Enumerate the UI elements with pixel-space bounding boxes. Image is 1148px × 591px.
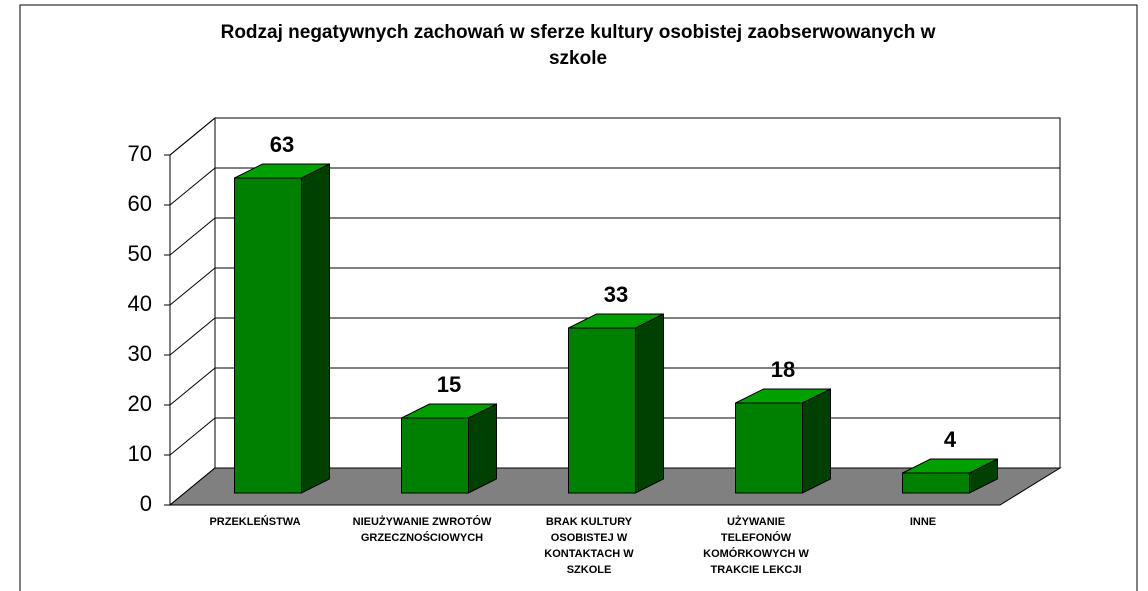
- chart-border: [19, 4, 1138, 591]
- bar: [735, 402, 803, 494]
- chart-title: Rodzaj negatywnych zachowań w sferze kul…: [220, 22, 936, 69]
- x-tick-label: INNE: [909, 516, 937, 528]
- bar-side: [635, 313, 664, 494]
- side-wall: [169, 116, 216, 507]
- grid-line: [169, 117, 216, 156]
- grid-line: [169, 217, 216, 256]
- x-tick-label: PRZEKLEŃSTWA: [209, 516, 301, 528]
- grid-line: [169, 317, 216, 356]
- grid-line: [169, 167, 216, 206]
- x-tick-label: BRAK KULTURY OSOBISTEJ W KONTAKTACH W SZ…: [544, 516, 634, 576]
- y-tick-label: 10: [128, 441, 152, 466]
- bar-side: [301, 163, 330, 494]
- y-tick-label: 0: [140, 491, 152, 516]
- data-label: 63: [270, 132, 294, 157]
- x-tick-label: UŻYWANIE TELEFONÓW KOMÓRKOWYCH W TRAKCIE…: [703, 516, 809, 576]
- data-label: 33: [604, 282, 628, 307]
- bar-side: [468, 403, 497, 494]
- bar-side: [802, 388, 831, 494]
- data-label: 18: [771, 357, 795, 382]
- grid-line: [169, 267, 216, 306]
- grid-line: [169, 417, 216, 456]
- grid-line: [169, 367, 216, 406]
- y-tick-label: 60: [128, 191, 152, 216]
- bar: [568, 327, 636, 494]
- y-tick-label: 30: [128, 341, 152, 366]
- y-tick-label: 20: [128, 391, 152, 416]
- y-tick-label: 50: [128, 241, 152, 266]
- y-tick-label: 40: [128, 291, 152, 316]
- bar: [234, 177, 302, 494]
- data-label: 15: [437, 372, 461, 397]
- y-tick-label: 70: [128, 141, 152, 166]
- x-tick-label: NIEUŻYWANIE ZWROTÓW GRZECZNOŚCIOWYCH: [352, 516, 492, 544]
- bar: [401, 417, 469, 494]
- bar: [902, 472, 970, 494]
- data-label: 4: [944, 427, 957, 452]
